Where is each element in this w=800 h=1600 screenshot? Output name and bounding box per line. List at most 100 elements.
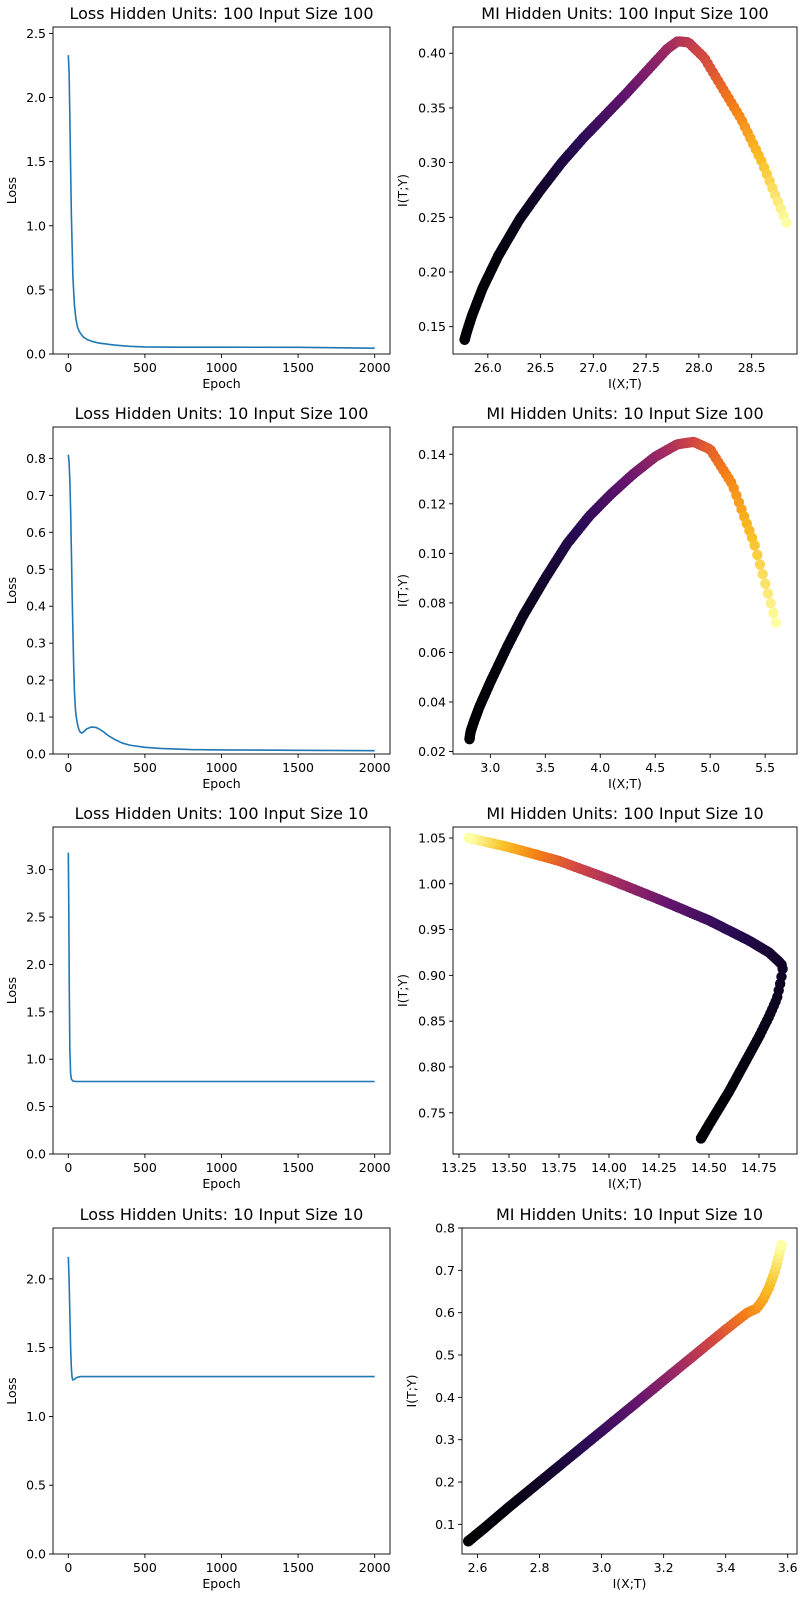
y-axis-label: Loss (4, 577, 19, 604)
x-tick-label: 28.0 (685, 360, 713, 375)
x-axis-label: I(X;T) (608, 776, 642, 791)
scatter-point (762, 588, 774, 599)
x-tick-label: 1500 (282, 1560, 314, 1575)
x-tick-label: 13.75 (541, 1160, 577, 1175)
x-tick-label: 1000 (206, 1560, 238, 1575)
y-axis-label: Loss (4, 177, 19, 204)
x-tick-label: 1000 (206, 1160, 238, 1175)
y-tick-label: 0.80 (418, 1059, 446, 1074)
x-tick-label: 1500 (282, 760, 314, 775)
y-tick-label: 1.0 (26, 1409, 46, 1424)
x-axis-label: I(X;T) (613, 1576, 647, 1591)
y-tick-label: 0.3 (435, 1432, 455, 1447)
y-axis-label: Loss (4, 1377, 19, 1404)
x-axis-label: Epoch (202, 1176, 240, 1191)
x-tick-label: 1500 (282, 1160, 314, 1175)
y-tick-label: 1.5 (26, 1340, 46, 1355)
x-tick-label: 14.75 (741, 1160, 777, 1175)
chart-title: Loss Hidden Units: 100 Input Size 10 (75, 804, 369, 823)
y-tick-label: 3.0 (26, 862, 46, 877)
y-tick-label: 0.1 (435, 1517, 455, 1532)
x-tick-label: 3.2 (654, 1560, 674, 1575)
x-tick-label: 27.5 (632, 360, 660, 375)
x-tick-label: 0 (64, 1160, 72, 1175)
y-tick-label: 0.6 (435, 1305, 455, 1320)
series-line-1 (67, 852, 375, 1083)
x-tick-label: 2000 (359, 1160, 391, 1175)
plot-area (67, 852, 375, 1083)
y-tick-label: 0.0 (26, 1547, 46, 1562)
scatter-point (765, 597, 776, 609)
y-tick-label: 0.0 (26, 1147, 46, 1162)
y-tick-label: 0.04 (418, 694, 446, 709)
x-axis-label: Epoch (202, 1576, 240, 1591)
y-tick-label: 0.4 (435, 1390, 455, 1405)
chart-title: Loss Hidden Units: 10 Input Size 10 (80, 1205, 364, 1224)
axes-frame (452, 426, 798, 755)
y-tick-label: 1.0 (26, 218, 46, 233)
x-tick-label: 3.6 (778, 1560, 798, 1575)
y-axis-label: I(T;Y) (395, 974, 410, 1007)
y-tick-label: 0.40 (418, 46, 446, 61)
x-tick-label: 1000 (206, 360, 238, 375)
subplot-4: 3.0 3.5 4.0 4.5 5.0 5.5 0.02 0.04 0.06 0.08 0.10 0.… (395, 404, 798, 791)
x-tick-label: 5.5 (755, 760, 775, 775)
x-axis-label: I(X;T) (608, 376, 642, 391)
x-tick-label: 0 (64, 1560, 72, 1575)
scatter-point (760, 578, 771, 589)
x-tick-label: 27.0 (579, 360, 607, 375)
scatter-point (463, 832, 475, 844)
y-tick-label: 0.20 (418, 264, 446, 279)
x-tick-label: 13.50 (491, 1160, 527, 1175)
axes-frame (461, 1227, 798, 1555)
x-tick-label: 28.5 (738, 360, 766, 375)
y-tick-label: 2.0 (26, 90, 46, 105)
y-tick-label: 0.5 (26, 1478, 46, 1493)
y-tick-label: 0.6 (26, 525, 46, 540)
y-tick-label: 0.02 (418, 744, 446, 759)
subplot-3: 0 500 1000 1500 2000 0.0 0.1 0.2 0.3 0.4 0.5 0.6 0.7… (4, 404, 391, 791)
y-tick-label: 0.3 (26, 636, 46, 651)
y-tick-label: 1.00 (418, 876, 446, 891)
y-tick-label: 0.14 (418, 447, 446, 462)
scatter-point (776, 1239, 787, 1251)
scatter-point (770, 617, 782, 628)
scatter-point (749, 540, 760, 551)
y-tick-label: 1.05 (418, 830, 446, 845)
y-tick-label: 1.5 (26, 1004, 46, 1019)
x-tick-label: 0 (64, 360, 72, 375)
y-axis-label: I(T;Y) (395, 574, 410, 607)
chart-title: MI Hidden Units: 10 Input Size 100 (486, 404, 763, 423)
x-axis-label: I(X;T) (608, 1176, 642, 1191)
y-tick-label: 0.8 (26, 451, 46, 466)
y-axis-label: Loss (4, 977, 19, 1004)
axes-frame (452, 826, 798, 1155)
axes-frame (452, 26, 798, 355)
y-tick-label: 2.5 (26, 26, 46, 41)
chart-title: Loss Hidden Units: 10 Input Size 100 (75, 404, 369, 423)
subplot-1: 0 500 1000 1500 2000 0.0 0.5 1.0 1.5 2.0 2.5 Loss H… (4, 4, 391, 391)
y-tick-label: 0.90 (418, 968, 446, 983)
x-tick-label: 14.25 (641, 1160, 677, 1175)
x-tick-label: 0 (64, 760, 72, 775)
y-tick-label: 0.2 (435, 1475, 455, 1490)
x-tick-label: 3.0 (480, 760, 500, 775)
x-tick-label: 14.50 (691, 1160, 727, 1175)
y-tick-label: 2.0 (26, 957, 46, 972)
x-tick-label: 1000 (206, 760, 238, 775)
x-axis-label: Epoch (202, 376, 240, 391)
y-tick-label: 2.5 (26, 910, 46, 925)
x-tick-label: 2.6 (468, 1560, 488, 1575)
x-tick-label: 3.5 (535, 760, 555, 775)
subplot-2: 26.0 26.5 27.0 27.5 28.0 28.5 0.15 0.20 0.25 0.30… (395, 4, 798, 391)
chart-title: MI Hidden Units: 10 Input Size 10 (496, 1205, 763, 1224)
subplot-6: 13.25 13.50 13.75 14.00 14.25 14.50 14.75 0.75 0… (395, 804, 798, 1191)
plot-area (67, 55, 375, 350)
plot-area (463, 832, 788, 1144)
y-axis-label: I(T;Y) (404, 1375, 419, 1408)
x-tick-label: 26.0 (474, 360, 502, 375)
scatter-point (768, 607, 779, 619)
x-tick-label: 1500 (282, 360, 314, 375)
x-tick-label: 2000 (359, 1560, 391, 1575)
y-tick-label: 0.4 (26, 599, 46, 614)
